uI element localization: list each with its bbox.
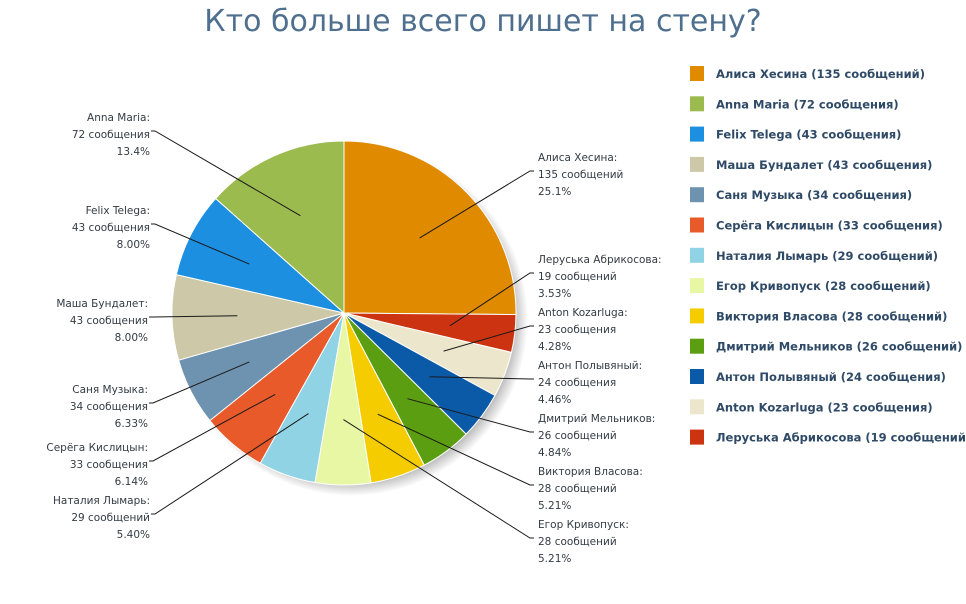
slice-label-виктория-власова-count: 28 сообщений	[538, 483, 617, 495]
slice-label-антон-полывяный-name: Антон Полывяный:	[538, 360, 642, 372]
legend: Алиса Хесина (135 сообщений) Anna Maria (…	[690, 66, 966, 445]
legend-entry-4: Саня Музыка (34 сообщения)	[716, 188, 912, 202]
slice-label-саня-музыка-name: Саня Музыка:	[72, 384, 148, 396]
legend-entry-1: Anna Maria (72 сообщения)	[716, 97, 899, 111]
slice-label-felix-telega-name: Felix Telega:	[86, 205, 150, 217]
leader-line-11	[151, 223, 250, 265]
slice-label-саня-музыка-percent: 6.33%	[115, 418, 148, 430]
legend-entry-8: Виктория Власова (28 сообщений)	[716, 309, 947, 323]
slice-label-дмитрий-мельников-percent: 4.84%	[538, 447, 571, 459]
legend-swatch-2	[690, 126, 704, 142]
slice-label-алиса-хесина-name: Алиса Хесина:	[538, 152, 617, 164]
pie-slice-0	[343, 140, 517, 316]
legend-entry-2: Felix Telega (43 сообщения)	[716, 128, 901, 142]
legend-entry-0: Алиса Хесина (135 сообщений)	[716, 67, 925, 81]
slice-label-дмитрий-мельников-count: 26 сообщений	[538, 430, 617, 442]
leader-line-1	[449, 272, 534, 327]
legend-swatch-3	[690, 156, 704, 172]
slice-label-наталия-лымарь-count: 29 сообщений	[71, 512, 150, 524]
legend-swatch-4	[690, 187, 704, 203]
legend-swatch-9	[690, 338, 704, 354]
slice-label-наталия-лымарь-name: Наталия Лымарь:	[53, 495, 150, 507]
slice-labels: Алиса Хесина: 135 сообщений 25.1% Леруська …	[46, 112, 661, 565]
slice-label-антон-полывяный-percent: 4.46%	[538, 394, 571, 406]
legend-swatch-5	[690, 217, 704, 233]
slice-label-егор-кривопуск-percent: 5.21%	[538, 553, 571, 565]
leader-lines	[149, 130, 534, 539]
legend-swatch-7	[690, 278, 704, 294]
legend-entry-9: Дмитрий Мельников (26 сообщений)	[716, 340, 962, 354]
slice-label-маша-бундалет-count: 43 сообщения	[70, 315, 148, 327]
legend-entry-6: Наталия Лымарь (29 сообщений)	[716, 249, 938, 263]
slice-label-felix-telega-count: 43 сообщения	[72, 222, 150, 234]
chart-title: Кто больше всего пишет на стену?	[204, 4, 762, 39]
pie-slices	[171, 140, 517, 486]
legend-swatch-6	[690, 247, 704, 263]
slice-label-anton-kozarluga-percent: 4.28%	[538, 341, 571, 353]
legend-entry-3: Маша Бундалет (43 сообщения)	[716, 158, 932, 172]
leader-line-10	[149, 315, 238, 318]
slice-label-егор-кривопуск-name: Егор Кривопуск:	[538, 519, 629, 531]
legend-entry-10: Антон Полывяный (24 сообщения)	[716, 370, 946, 384]
slice-label-anton-kozarluga-name: Anton Kozarluga:	[538, 307, 628, 319]
leader-line-6	[343, 419, 534, 539]
slice-label-наталия-лымарь-percent: 5.40%	[117, 529, 150, 541]
legend-swatch-11	[690, 399, 704, 415]
legend-swatch-10	[690, 369, 704, 384]
slice-label-серёга-кислицын-percent: 6.14%	[115, 476, 148, 488]
slice-label-виктория-власова-name: Виктория Власова:	[538, 466, 643, 478]
slice-label-маша-бундалет-percent: 8.00%	[115, 332, 148, 344]
leader-line-7	[151, 413, 309, 515]
slice-label-маша-бундалет-name: Маша Бундалет:	[56, 298, 148, 310]
slice-label-anna-maria-count: 72 сообщения	[72, 129, 150, 141]
slice-label-anton-kozarluga-count: 23 сообщения	[538, 324, 616, 336]
legend-entry-11: Anton Kozarluga (23 сообщения)	[716, 400, 933, 414]
leader-line-12	[151, 130, 301, 217]
slice-label-леруська-абрикосова-percent: 3.53%	[538, 288, 571, 300]
slice-label-anna-maria-name: Anna Maria:	[87, 112, 150, 124]
slice-label-антон-полывяный-count: 24 сообщения	[538, 377, 616, 389]
slice-label-виктория-власова-percent: 5.21%	[538, 500, 571, 512]
slice-label-anna-maria-percent: 13.4%	[117, 146, 150, 158]
leader-line-9	[149, 361, 250, 404]
slice-label-леруська-абрикосова-count: 19 сообщений	[538, 271, 617, 283]
leader-line-8	[149, 393, 276, 462]
legend-swatch-12	[690, 429, 704, 445]
slice-label-алиса-хесина-percent: 25.1%	[538, 186, 571, 198]
legend-swatch-8	[690, 308, 704, 324]
slice-label-серёга-кислицын-name: Серёга Кислицын:	[46, 442, 148, 454]
slice-label-серёга-кислицын-count: 33 сообщения	[70, 459, 148, 471]
legend-entry-7: Егор Кривопуск (28 сообщений)	[716, 279, 931, 293]
leader-line-3	[429, 376, 534, 380]
slice-label-дмитрий-мельников-name: Дмитрий Мельников:	[538, 413, 655, 425]
pie-slice-12	[214, 140, 345, 315]
legend-swatch-0	[690, 66, 704, 81]
legend-entry-12: Леруська Абрикосова (19 сообщений)	[716, 431, 966, 445]
leader-line-2	[443, 325, 534, 352]
leader-line-5	[377, 413, 534, 486]
slice-label-алиса-хесина-count: 135 сообщений	[538, 169, 623, 181]
slice-label-саня-музыка-count: 34 сообщения	[70, 401, 148, 413]
legend-entry-5: Серёга Кислицын (33 сообщения)	[716, 219, 943, 233]
slice-label-felix-telega-percent: 8.00%	[117, 239, 150, 251]
leader-line-4	[407, 398, 534, 433]
leader-line-0	[419, 170, 534, 239]
slice-label-егор-кривопуск-count: 28 сообщений	[538, 536, 617, 548]
slice-label-леруська-абрикосова-name: Леруська Абрикосова:	[538, 254, 662, 266]
legend-swatch-1	[690, 96, 704, 112]
